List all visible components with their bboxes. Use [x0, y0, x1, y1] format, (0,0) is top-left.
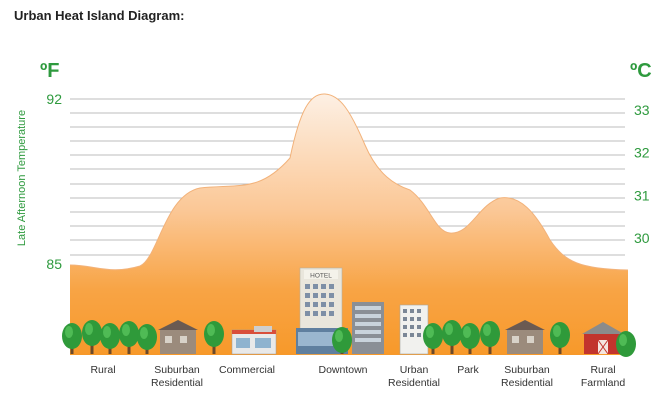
- trees: [62, 320, 636, 357]
- tree: [119, 321, 139, 354]
- office-tower-gray: [352, 302, 384, 354]
- zone-label: Rural Farmland: [581, 364, 625, 390]
- zone-label-line2: Farmland: [580, 377, 626, 389]
- axis-ticks: 85 92 30 31 32 33: [46, 91, 649, 272]
- tree: [423, 323, 443, 354]
- celsius-tick-label: 31: [634, 187, 650, 203]
- suburban-house-right: [505, 320, 545, 354]
- zone-label: Rural: [90, 364, 115, 377]
- fahrenheit-unit: ºF: [40, 60, 60, 82]
- zone-label-line1: Park: [457, 364, 479, 376]
- commercial-storefront: [231, 326, 277, 355]
- zone-label: Downtown: [318, 364, 367, 377]
- apartment-building: [399, 304, 429, 355]
- zone-label: Park: [457, 364, 479, 377]
- zone-label-line2: Residential: [388, 377, 440, 389]
- zone-label-line2: Residential: [151, 377, 203, 389]
- zone-label-line1: Downtown: [318, 364, 368, 376]
- hotel-sign: HOTEL: [310, 273, 332, 280]
- celsius-tick-label: 32: [634, 145, 650, 161]
- zone-label-line1: Suburban: [504, 364, 550, 376]
- zone-label-line1: Urban: [399, 364, 429, 376]
- tree: [442, 320, 462, 354]
- zone-label-line1: Rural: [90, 364, 116, 376]
- tree: [550, 322, 570, 354]
- temperature-curve: [69, 93, 629, 271]
- celsius-tick-label: 33: [634, 102, 650, 118]
- celsius-tick-label: 30: [634, 230, 650, 246]
- tree: [480, 321, 500, 354]
- fahrenheit-tick-label: 92: [46, 91, 62, 107]
- zone-label: Commercial: [219, 364, 275, 377]
- celsius-unit: ºC: [630, 60, 652, 82]
- tree: [137, 324, 157, 354]
- zone-label-line1: Suburban: [154, 364, 200, 376]
- zone-label: Suburban Residential: [151, 364, 203, 390]
- suburban-house-left: [158, 320, 198, 354]
- tree: [62, 323, 82, 354]
- red-barn: [582, 322, 624, 355]
- tree: [460, 323, 480, 354]
- zone-label-line2: Residential: [501, 377, 553, 389]
- tree: [332, 327, 352, 354]
- zone-label: Urban Residential: [388, 364, 440, 390]
- diagram-title: Urban Heat Island Diagram:: [14, 8, 185, 23]
- tree: [616, 331, 636, 357]
- fahrenheit-tick-label: 85: [46, 256, 62, 272]
- zone-label: Suburban Residential: [501, 364, 553, 390]
- tree: [204, 321, 224, 354]
- tree: [100, 323, 120, 354]
- tree: [82, 320, 102, 354]
- temperature-area: [70, 93, 628, 355]
- zone-label-line1: Rural: [590, 364, 616, 376]
- zone-label-line1: Commercial: [218, 364, 276, 376]
